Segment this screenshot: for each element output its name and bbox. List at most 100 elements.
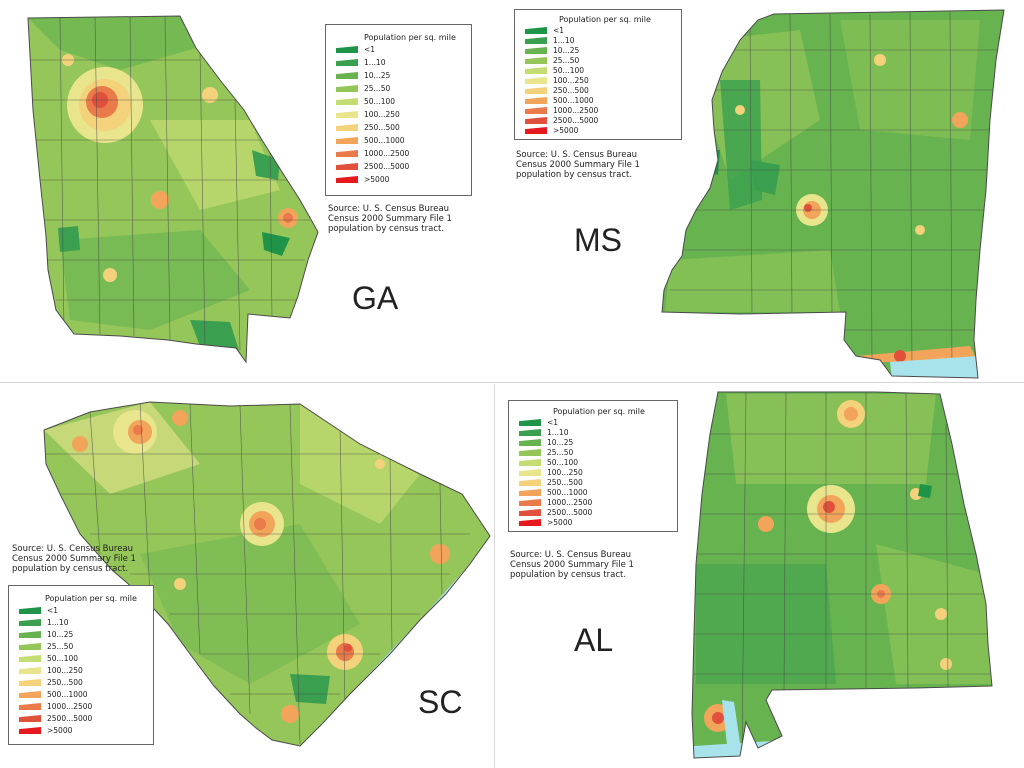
legend-swatch bbox=[336, 150, 358, 157]
legend-item: 250...500 bbox=[525, 86, 589, 95]
legend-swatch bbox=[519, 509, 541, 516]
legend-item: 1000...2500 bbox=[336, 149, 409, 158]
legend-label: 25...50 bbox=[553, 56, 580, 65]
legend-item: 50...100 bbox=[519, 458, 578, 467]
legend-item: 1...10 bbox=[519, 428, 568, 437]
legend-item: 1000...2500 bbox=[525, 106, 598, 115]
legend-swatch bbox=[525, 27, 547, 34]
legend-label: 10...25 bbox=[364, 71, 391, 80]
state-label-ga: GA bbox=[352, 280, 399, 316]
legend-label: 25...50 bbox=[547, 448, 574, 457]
legend-label: 25...50 bbox=[47, 642, 74, 651]
legend-item: 500...1000 bbox=[525, 96, 594, 105]
legend-label: 2500...5000 bbox=[553, 116, 599, 125]
legend-swatch bbox=[19, 691, 41, 698]
legend-swatch bbox=[19, 655, 41, 662]
legend-item: 1000...2500 bbox=[519, 498, 592, 507]
legend-swatch bbox=[525, 57, 547, 64]
legend-item: 100...250 bbox=[525, 76, 589, 85]
legend-item: <1 bbox=[336, 45, 375, 54]
legend-label: 10...25 bbox=[547, 438, 574, 447]
legend-item: 50...100 bbox=[336, 97, 395, 106]
legend-title: Population per sq. mile bbox=[559, 15, 651, 24]
legend-item: 500...1000 bbox=[519, 488, 588, 497]
legend-item: 10...25 bbox=[19, 630, 73, 639]
legend-swatch bbox=[525, 47, 547, 54]
legend-item: >5000 bbox=[519, 518, 572, 527]
legend-item: >5000 bbox=[336, 175, 389, 184]
legend-swatch bbox=[525, 97, 547, 104]
legend-swatch bbox=[525, 107, 547, 114]
legend-item: 25...50 bbox=[525, 56, 579, 65]
legend-swatch bbox=[19, 619, 41, 626]
legend-label: 10...25 bbox=[47, 630, 74, 639]
legend-south-carolina: Population per sq. mile <1 1...10 10...2… bbox=[8, 585, 154, 745]
legend-title: Population per sq. mile bbox=[364, 33, 456, 42]
source-note: Source: U. S. Census Bureau Census 2000 … bbox=[516, 150, 640, 180]
legend-label: 2500...5000 bbox=[547, 508, 593, 517]
legend-item: 2500...5000 bbox=[19, 714, 92, 723]
legend-swatch bbox=[336, 46, 358, 53]
legend-label: 1000...2500 bbox=[364, 149, 410, 158]
legend-label: 1...10 bbox=[47, 618, 69, 627]
panel-alabama: Population per sq. mile <1 1...10 10...2… bbox=[496, 384, 1024, 768]
legend-swatch bbox=[525, 67, 547, 74]
legend-item: 25...50 bbox=[19, 642, 73, 651]
legend-swatch bbox=[519, 439, 541, 446]
legend-item: 1...10 bbox=[19, 618, 68, 627]
legend-label: 250...500 bbox=[47, 678, 83, 687]
legend-label: 250...500 bbox=[364, 123, 400, 132]
legend-label: 25...50 bbox=[364, 84, 391, 93]
legend-swatch bbox=[519, 429, 541, 436]
legend-label: 500...1000 bbox=[547, 488, 588, 497]
legend-swatch bbox=[19, 631, 41, 638]
legend-label: 500...1000 bbox=[364, 136, 405, 145]
legend-label: >5000 bbox=[553, 126, 579, 135]
legend-swatch bbox=[19, 643, 41, 650]
legend-item: 10...25 bbox=[336, 71, 390, 80]
legend-swatch bbox=[336, 85, 358, 92]
legend-item: 250...500 bbox=[519, 478, 583, 487]
panel-mississippi: Population per sq. mile <1 1...10 10...2… bbox=[500, 0, 1024, 380]
legend-item: <1 bbox=[525, 26, 564, 35]
legend-label: <1 bbox=[547, 418, 559, 427]
legend-label: 50...100 bbox=[47, 654, 79, 663]
alabama-map bbox=[691, 391, 993, 759]
legend-swatch bbox=[519, 479, 541, 486]
source-note: Source: U. S. Census Bureau Census 2000 … bbox=[12, 544, 136, 574]
legend-item: >5000 bbox=[19, 726, 72, 735]
legend-swatch bbox=[519, 499, 541, 506]
legend-label: 2500...5000 bbox=[47, 714, 93, 723]
legend-label: 1000...2500 bbox=[47, 702, 93, 711]
legend-label: 100...250 bbox=[47, 666, 83, 675]
legend-item: 2500...5000 bbox=[525, 116, 598, 125]
legend-item: 500...1000 bbox=[19, 690, 88, 699]
legend-label: 50...100 bbox=[547, 458, 579, 467]
legend-item: 250...500 bbox=[19, 678, 83, 687]
legend-item: <1 bbox=[19, 606, 58, 615]
legend-swatch bbox=[519, 519, 541, 526]
legend-alabama: Population per sq. mile <1 1...10 10...2… bbox=[508, 400, 678, 532]
legend-item: 10...25 bbox=[525, 46, 579, 55]
legend-swatch bbox=[336, 176, 358, 183]
legend-label: 2500...5000 bbox=[364, 162, 410, 171]
legend-swatch bbox=[19, 667, 41, 674]
legend-swatch bbox=[336, 111, 358, 118]
source-note: Source: U. S. Census Bureau Census 2000 … bbox=[328, 204, 452, 234]
georgia-map bbox=[27, 15, 319, 364]
vertical-divider bbox=[494, 384, 495, 768]
legend-item: 100...250 bbox=[519, 468, 583, 477]
legend-label: 1...10 bbox=[364, 58, 386, 67]
legend-label: 100...250 bbox=[547, 468, 583, 477]
legend-item: 2500...5000 bbox=[336, 162, 409, 171]
legend-item: 1...10 bbox=[336, 58, 385, 67]
legend-swatch bbox=[19, 715, 41, 722]
legend-swatch bbox=[19, 679, 41, 686]
state-label-al: AL bbox=[574, 622, 614, 658]
legend-label: >5000 bbox=[364, 175, 390, 184]
legend-swatch bbox=[336, 163, 358, 170]
legend-label: 100...250 bbox=[553, 76, 589, 85]
legend-label: 1...10 bbox=[547, 428, 569, 437]
legend-item: 100...250 bbox=[336, 110, 400, 119]
legend-item: 50...100 bbox=[19, 654, 78, 663]
